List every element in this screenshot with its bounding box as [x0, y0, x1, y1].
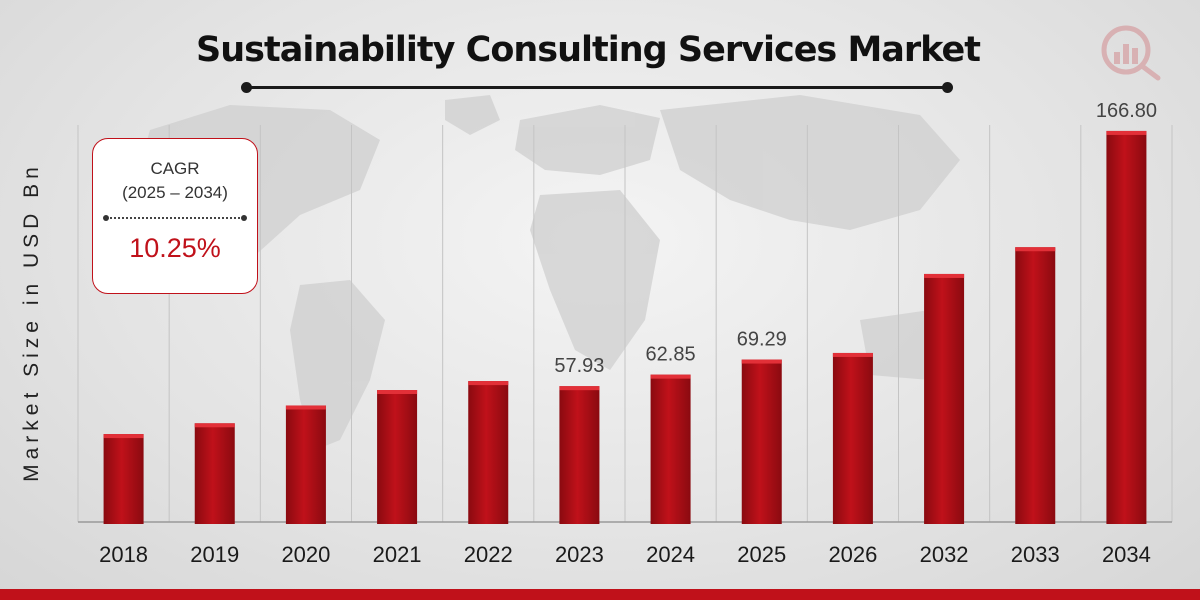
- cagr-period: (2025 – 2034): [122, 183, 228, 202]
- footer-accent-bar: [0, 589, 1200, 600]
- bar-2026: [832, 352, 873, 524]
- bar-2018: [103, 434, 144, 524]
- x-tick-label: 2018: [99, 542, 148, 567]
- bar-top-2034: [1106, 130, 1147, 135]
- bar-2024: [650, 374, 691, 524]
- x-tick-label: 2032: [920, 542, 969, 567]
- title-underline-left-dot: [241, 82, 252, 93]
- x-tick-label: 2034: [1102, 542, 1151, 567]
- bar-top-2020: [285, 405, 326, 410]
- bar-2022: [468, 381, 509, 524]
- bar-top-2023: [559, 386, 600, 391]
- bar-top-2033: [1015, 247, 1056, 252]
- bar-2032: [924, 273, 965, 524]
- x-tick-label: 2019: [190, 542, 239, 567]
- bar-top-2025: [741, 359, 782, 364]
- bar-2019: [194, 423, 235, 524]
- bar-top-2022: [468, 381, 509, 386]
- x-tick-label: 2024: [646, 542, 695, 567]
- bar-2023: [559, 386, 600, 524]
- x-tick-label: 2020: [281, 542, 330, 567]
- x-tick-label: 2025: [737, 542, 786, 567]
- bar-2021: [377, 390, 418, 524]
- bar-2034: [1106, 130, 1147, 525]
- market-research-logo-icon: [1101, 25, 1161, 81]
- cagr-callout: CAGR (2025 – 2034) 10.25%: [92, 138, 258, 294]
- bar-2033: [1015, 247, 1056, 524]
- cagr-value: 10.25%: [129, 233, 221, 263]
- data-label: 166.80: [1096, 100, 1157, 122]
- data-label: 69.29: [737, 329, 787, 351]
- x-tick-label: 2026: [828, 542, 877, 567]
- chart-title: Sustainability Consulting Services Marke…: [196, 30, 981, 70]
- bar-top-2032: [924, 273, 965, 278]
- bar-2020: [285, 405, 326, 524]
- data-label: 57.93: [554, 355, 604, 377]
- bar-top-2018: [103, 434, 144, 439]
- x-tick-label: 2023: [555, 542, 604, 567]
- bar-top-2021: [377, 390, 418, 395]
- cagr-label: CAGR: [150, 159, 200, 178]
- x-tick-label: 2022: [464, 542, 513, 567]
- bar-top-2026: [832, 352, 873, 357]
- title-underline: [248, 86, 948, 89]
- x-tick-label: 2021: [373, 542, 422, 567]
- data-label: 62.85: [646, 344, 696, 366]
- bar-top-2019: [194, 423, 235, 428]
- x-tick-label: 2033: [1011, 542, 1060, 567]
- bar-2025: [741, 359, 782, 524]
- cagr-separator: [103, 215, 247, 221]
- bar-top-2024: [650, 374, 691, 379]
- title-underline-right-dot: [942, 82, 953, 93]
